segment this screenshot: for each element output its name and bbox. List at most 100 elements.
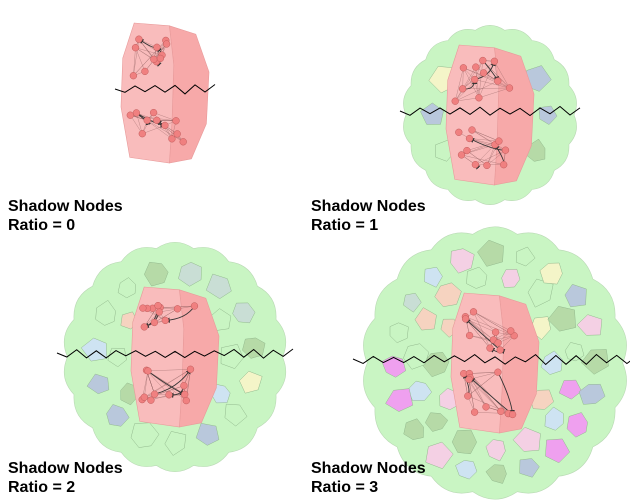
graph-node: [497, 407, 505, 415]
graph-node: [135, 35, 143, 43]
shadow-cell: [86, 373, 110, 395]
graph-edge: [130, 115, 143, 134]
graph-node: [501, 146, 510, 154]
graph-cluster-top: [461, 308, 518, 355]
graph-edge: [473, 311, 491, 349]
graph-cluster-bottom: [138, 365, 195, 405]
graph-cluster-bottom: [460, 368, 517, 419]
shadow-cell: [403, 292, 422, 313]
graph-node: [482, 403, 490, 411]
graph-node: [458, 85, 467, 93]
graph-node: [494, 368, 502, 376]
graph-edge: [478, 87, 510, 99]
graph-node: [496, 346, 504, 354]
graph-edge: [478, 60, 484, 98]
graph-node: [154, 301, 162, 310]
graph-node: [457, 151, 466, 159]
shadow-cell: [80, 337, 108, 362]
graph-node: [129, 72, 138, 80]
shadow-cell: [564, 284, 587, 308]
shadow-cell: [466, 266, 488, 289]
caption-ratio-3: Shadow Nodes Ratio = 3: [311, 459, 426, 497]
shadow-cell: [519, 458, 540, 478]
caption-ratio: Ratio = 2: [8, 479, 76, 496]
shadow-cell: [164, 431, 187, 456]
partition-boundary-line: [352, 353, 630, 366]
shadow-cell: [106, 404, 130, 427]
graph-node: [455, 128, 463, 136]
graph-edge: [463, 67, 480, 98]
caption-ratio: Ratio = 0: [8, 217, 76, 234]
graph-node: [161, 316, 169, 325]
shadow-cell: [178, 262, 202, 287]
graph-edge: [467, 395, 513, 415]
graph-edge: [135, 47, 146, 72]
graph-edge: [465, 316, 515, 336]
shadow-cell: [414, 307, 437, 331]
graph-node: [483, 161, 491, 170]
graph-edge: [461, 154, 504, 165]
shadow-cell: [451, 429, 477, 455]
graph-node: [156, 54, 165, 63]
shadow-cell: [385, 388, 414, 412]
caption-title: Shadow Nodes: [311, 198, 426, 215]
graph-node: [140, 393, 148, 401]
graph-edge: [469, 371, 498, 374]
graph-cluster-top: [139, 301, 199, 331]
graph-node: [149, 108, 158, 117]
shadow-cell: [547, 306, 576, 332]
shadow-cell: [130, 422, 160, 448]
caption-ratio: Ratio = 3: [311, 479, 379, 496]
shadow-cell: [403, 418, 424, 440]
graph-node: [500, 161, 508, 169]
graph-node: [190, 302, 199, 310]
graph-node: [461, 315, 470, 323]
shadow-cell: [566, 412, 588, 438]
graph-node: [471, 160, 480, 169]
shadow-cell: [527, 278, 554, 308]
graph-cluster-bottom: [455, 126, 510, 170]
graph-edge: [486, 150, 506, 166]
shadow-cell: [434, 282, 462, 307]
graph-edge: [135, 47, 163, 56]
graph-edge: [147, 369, 191, 372]
graph-node: [180, 382, 188, 390]
graph-edge: [470, 377, 501, 412]
shadow-cell: [232, 302, 256, 324]
graph-node: [459, 64, 468, 72]
shadow-cell: [205, 273, 232, 299]
graph-node: [168, 135, 176, 143]
core-region-left: [450, 292, 505, 434]
graph-edge: [471, 129, 506, 151]
shadow-cell: [558, 379, 582, 400]
shadow-cell: [224, 403, 248, 427]
graph-node: [464, 392, 472, 400]
caption-title: Shadow Nodes: [311, 460, 426, 477]
graph-edge: [482, 60, 510, 89]
shadow-cell: [539, 262, 563, 285]
panel-ratio-2: [56, 241, 294, 473]
graph-node: [451, 97, 459, 105]
shadow-cell: [425, 441, 454, 470]
shadow-cell: [512, 427, 541, 452]
shadow-cell: [450, 248, 475, 274]
shadow-cell: [501, 268, 521, 288]
graph-node: [479, 56, 487, 65]
graph-node: [486, 344, 494, 352]
panel-ratio-0: [114, 22, 216, 164]
graph-node: [470, 408, 479, 416]
graph-node: [490, 57, 499, 65]
shadow-cell: [403, 343, 430, 370]
caption-ratio: Ratio = 1: [311, 217, 379, 234]
graph-node: [141, 67, 149, 76]
graph-edge: [462, 61, 495, 89]
graph-node: [172, 117, 180, 125]
shadow-cell: [239, 370, 263, 394]
shadow-cell: [576, 314, 603, 336]
graph-edge: [467, 372, 499, 397]
graph-node: [150, 318, 159, 327]
graph-node: [463, 146, 471, 155]
graph-edge: [153, 112, 177, 122]
shadow-cell: [420, 102, 444, 125]
shadow-cell: [117, 277, 136, 299]
